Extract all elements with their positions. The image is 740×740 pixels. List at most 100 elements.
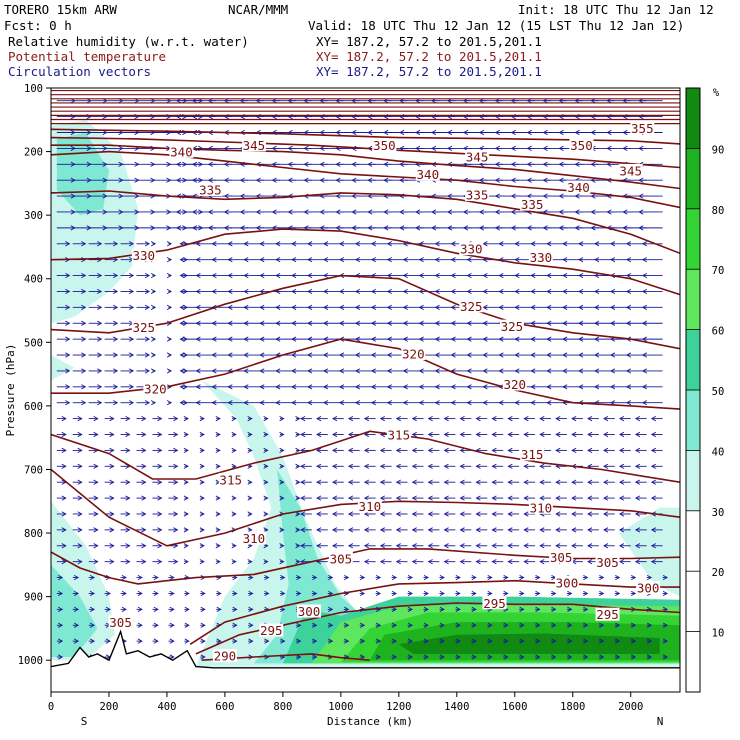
vector-head: [109, 527, 115, 533]
vector-head: [275, 384, 281, 390]
vector-head: [562, 257, 568, 263]
vector-head: [128, 304, 135, 310]
vector-head: [263, 527, 269, 533]
vector-head: [418, 304, 424, 310]
vector-head: [423, 574, 429, 581]
vector-head: [625, 384, 632, 390]
vector-head: [443, 511, 449, 517]
vector-head: [105, 590, 111, 597]
vector-head: [81, 320, 87, 326]
vector-head: [367, 177, 373, 183]
vector-head: [300, 431, 306, 438]
vector-head: [195, 368, 201, 374]
vector-head: [157, 511, 163, 517]
vector-head: [248, 622, 254, 628]
vector-head: [227, 288, 233, 295]
vector-head: [173, 447, 179, 453]
y-tick-label: 600: [24, 401, 43, 413]
contour-label: 310: [243, 531, 266, 546]
vector-head: [507, 543, 513, 549]
colorbar-band: [686, 510, 700, 572]
vector-head: [89, 606, 96, 612]
vector-head: [109, 511, 115, 517]
vector-head: [546, 241, 552, 247]
vector-head: [65, 272, 71, 279]
vector-head: [542, 193, 548, 199]
vector-head: [407, 654, 413, 660]
vector-head: [594, 352, 600, 358]
valid-label: Valid: 18 UTC Thu 12 Jan 12 (15 LST Thu …: [308, 18, 684, 33]
vector-head: [631, 590, 637, 597]
vector-head: [303, 177, 309, 183]
colorbar-tick-label: 30: [712, 507, 725, 519]
vector-head: [195, 272, 201, 279]
vector-head: [157, 447, 163, 453]
vector-head: [646, 574, 653, 581]
vector-head: [153, 574, 159, 581]
vector-head: [434, 257, 440, 263]
vector-head: [539, 479, 545, 485]
endpoint-left: S: [81, 715, 88, 728]
vector-head: [523, 543, 529, 549]
vector-head: [248, 638, 254, 644]
x-axis: 0 200 400 600 800 1000 1200 1400 1600 1800 2000: [48, 692, 643, 713]
vector-head: [571, 543, 577, 549]
vector-head: [386, 288, 392, 295]
vector-head: [153, 590, 159, 597]
x-tick-label: 400: [157, 701, 176, 713]
vector-head: [370, 336, 377, 342]
colorbar-tick-label: 60: [712, 326, 725, 338]
vector-head: [450, 320, 456, 326]
vector-head: [459, 416, 465, 422]
field-label-theta: Potential temperature: [8, 49, 166, 64]
vector-head: [615, 590, 621, 597]
vector-head: [307, 304, 313, 310]
vector-head: [662, 638, 669, 644]
vector-head: [363, 479, 370, 485]
vector-head: [354, 241, 361, 247]
vector-head: [402, 272, 408, 279]
vector-head: [347, 543, 354, 549]
vector-head: [367, 161, 373, 167]
vector-head: [332, 447, 338, 453]
vector-head: [113, 384, 119, 390]
vector-head: [61, 543, 67, 549]
vector-head: [423, 590, 429, 597]
vector-head: [507, 559, 513, 565]
vector-head: [475, 527, 481, 533]
vector-head: [395, 447, 401, 453]
vector-head: [641, 368, 648, 374]
vector-head: [144, 241, 151, 247]
vector-head: [542, 145, 548, 151]
vector-head: [338, 352, 345, 358]
vector-head: [263, 559, 269, 565]
vector-head: [523, 511, 529, 517]
vector-head: [150, 336, 157, 342]
vector-head: [503, 654, 509, 660]
vector-head: [125, 559, 131, 565]
contour-label-bg: [595, 555, 620, 569]
theta-contour-315: [51, 430, 680, 483]
vector-head: [109, 495, 115, 501]
vector-head: [173, 479, 179, 485]
vector-head: [466, 257, 472, 263]
vector-head: [583, 654, 589, 660]
vector-head: [243, 257, 249, 263]
vector-head: [578, 320, 584, 326]
vector-head: [351, 209, 357, 215]
vector-head: [634, 447, 641, 453]
vector-head: [418, 320, 424, 326]
vector-head: [300, 463, 306, 469]
vector-head: [542, 225, 548, 231]
vector-head: [354, 257, 361, 263]
vector-head: [184, 638, 190, 644]
vector-head: [650, 479, 657, 485]
vector-head: [255, 177, 261, 183]
vector-head: [510, 209, 516, 215]
vector-head: [227, 384, 233, 390]
vector-head: [487, 638, 493, 644]
vector-head: [523, 463, 529, 469]
vector-head: [291, 272, 297, 279]
vector-head: [144, 336, 151, 342]
vector-head: [439, 606, 445, 612]
